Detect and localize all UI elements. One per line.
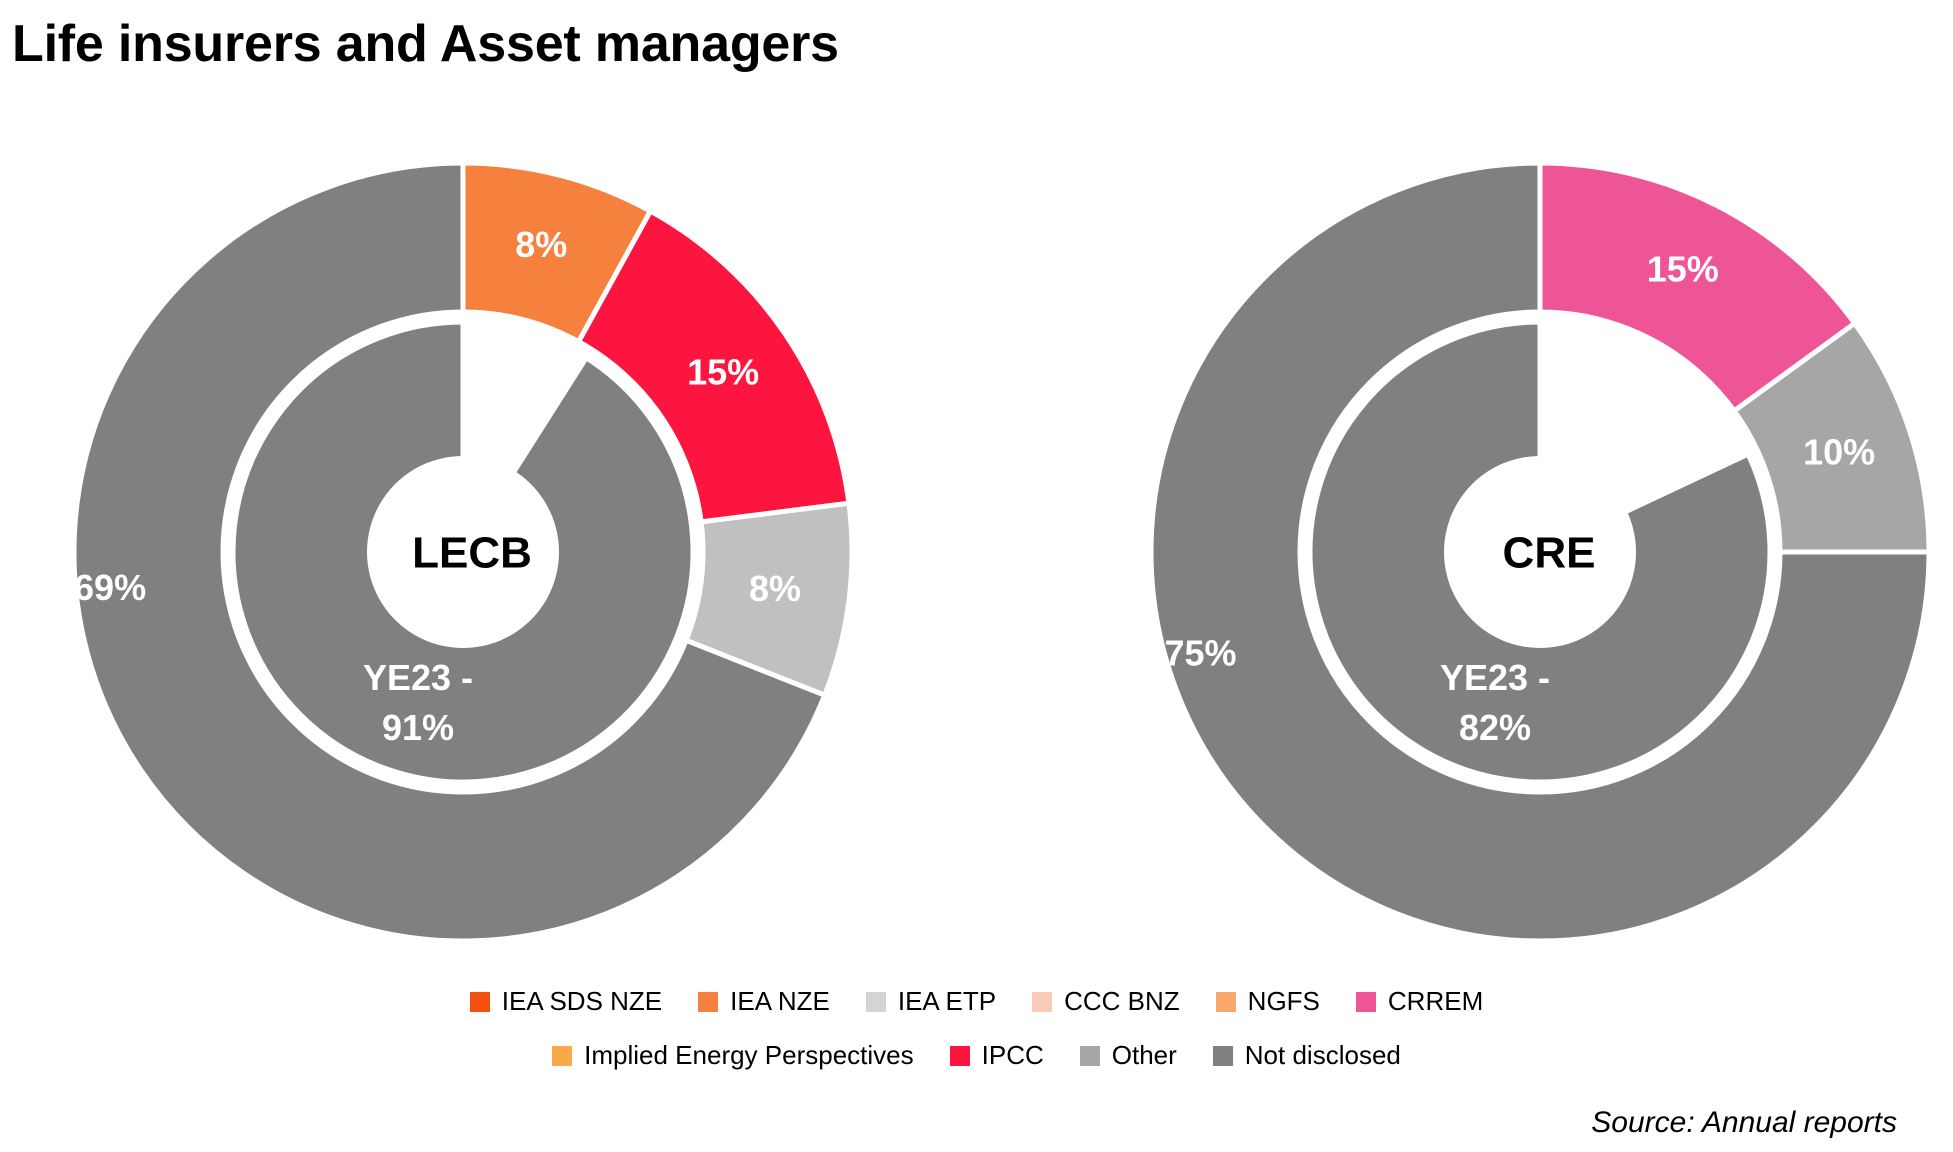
chart-title: Life insurers and Asset managers xyxy=(12,15,839,73)
legend-label: IPCC xyxy=(981,1040,1044,1070)
inner-label-line-2: 82% xyxy=(1459,707,1531,748)
outer-slice-label: 15% xyxy=(687,352,759,393)
donut-chart-lecb: 8% 15% 8% 69% YE23 - 91% LECB xyxy=(71,160,855,944)
legend-swatch xyxy=(1079,1045,1100,1066)
legend-label: CCC BNZ xyxy=(1064,986,1180,1016)
legend-label: IEA ETP xyxy=(897,986,997,1016)
inner-label-line-1: YE23 - xyxy=(363,657,473,698)
outer-slice-not-disclosed xyxy=(1148,160,1932,944)
outer-slice-label: 8% xyxy=(515,224,567,265)
legend-item-ipcc: IPCC xyxy=(949,1040,1044,1071)
legend-swatch xyxy=(698,991,719,1012)
legend-label: CRREM xyxy=(1387,986,1484,1016)
outer-slice-label: 75% xyxy=(1164,632,1236,673)
legend-label: IEA NZE xyxy=(730,986,830,1016)
legend-label: IEA SDS NZE xyxy=(501,986,663,1016)
legend-item-iea-nze: IEA NZE xyxy=(698,986,830,1017)
outer-slice-label: 69% xyxy=(74,567,146,608)
legend-item-not-disclosed: Not disclosed xyxy=(1212,1040,1401,1071)
inner-label-line-2: 91% xyxy=(382,707,454,748)
legend-swatch xyxy=(1212,1045,1233,1066)
legend-swatch xyxy=(865,991,886,1012)
legend-item-crrem: CRREM xyxy=(1355,986,1484,1017)
donut-center-label: CRE xyxy=(1503,529,1596,578)
inner-slice-not-disclosed xyxy=(1307,319,1773,785)
donut-center-label: LECB xyxy=(412,529,532,578)
legend-label: Not disclosed xyxy=(1244,1040,1401,1070)
legend-item-iea-sds-nze: IEA SDS NZE xyxy=(469,986,663,1017)
donut-hole xyxy=(1444,456,1636,648)
legend-item-other: Other xyxy=(1079,1040,1177,1071)
legend-swatch xyxy=(469,991,490,1012)
legend-swatch xyxy=(1032,991,1053,1012)
legend-label: Other xyxy=(1111,1040,1177,1070)
legend-row-1: IEA SDS NZE IEA NZE IEA ETP CCC BNZ NGFS CRRE… xyxy=(0,986,1953,1017)
legend-swatch xyxy=(1215,991,1236,1012)
donut-chart-cre: 15% 10% 75% YE23 - 82% CRE xyxy=(1148,160,1932,944)
inner-label-line-1: YE23 - xyxy=(1440,657,1550,698)
outer-slice-label: 8% xyxy=(749,568,801,609)
legend-swatch xyxy=(1355,991,1376,1012)
legend-swatch xyxy=(949,1045,970,1066)
legend-label: NGFS xyxy=(1247,986,1320,1016)
legend-swatch xyxy=(552,1045,573,1066)
legend-item-ngfs: NGFS xyxy=(1215,986,1320,1017)
source-note: Source: Annual reports xyxy=(1591,1106,1897,1139)
donut-hole xyxy=(367,456,559,648)
outer-slice-label: 10% xyxy=(1803,431,1875,472)
legend-item-ccc-bnz: CCC BNZ xyxy=(1032,986,1180,1017)
outer-slice-label: 15% xyxy=(1647,248,1719,289)
legend-item-implied-energy-perspectives: Implied Energy Perspectives xyxy=(552,1040,914,1071)
legend-row-2: Implied Energy Perspectives IPCC Other Not … xyxy=(0,1040,1953,1071)
legend-label: Implied Energy Perspectives xyxy=(584,1040,914,1070)
legend-item-iea-etp: IEA ETP xyxy=(865,986,997,1017)
